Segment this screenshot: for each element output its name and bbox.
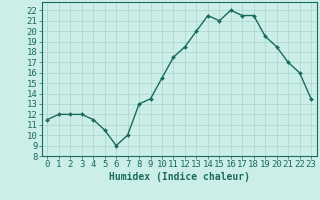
X-axis label: Humidex (Indice chaleur): Humidex (Indice chaleur) xyxy=(109,172,250,182)
